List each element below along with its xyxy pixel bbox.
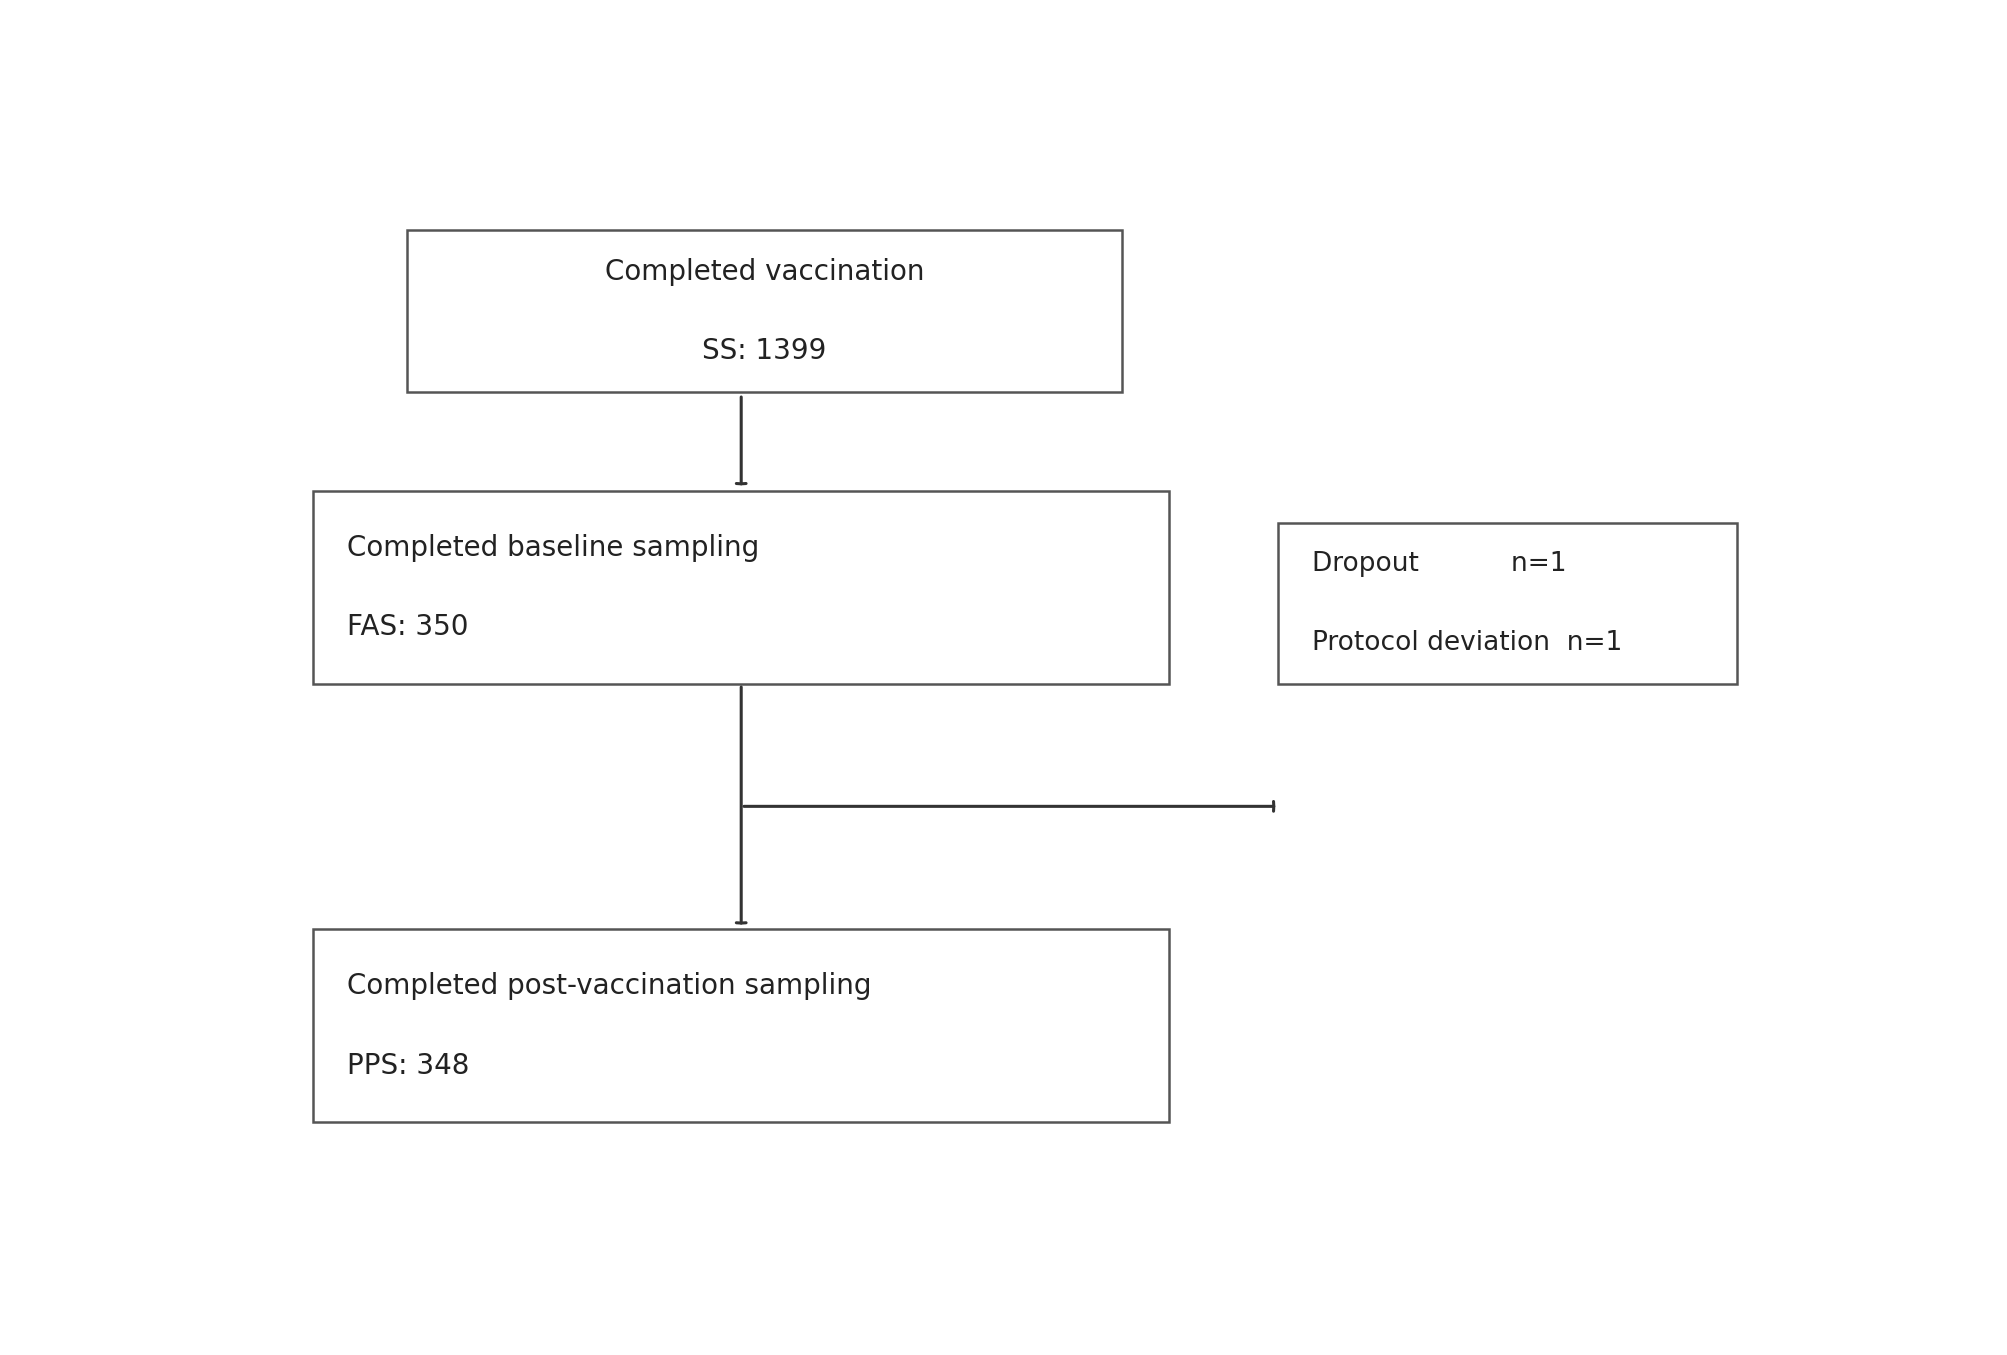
Text: Completed vaccination: Completed vaccination	[604, 257, 923, 286]
Text: Completed post-vaccination sampling: Completed post-vaccination sampling	[347, 973, 871, 1000]
Bar	[313, 930, 1168, 1122]
Text: PPS: 348: PPS: 348	[347, 1051, 470, 1080]
Bar	[313, 492, 1168, 684]
Text: Dropout           n=1: Dropout n=1	[1313, 550, 1565, 577]
Text: SS: 1399: SS: 1399	[702, 337, 827, 364]
Text: FAS: 350: FAS: 350	[347, 614, 470, 641]
Text: Completed baseline sampling: Completed baseline sampling	[347, 534, 759, 562]
Text: Protocol deviation  n=1: Protocol deviation n=1	[1313, 630, 1622, 656]
Bar	[1278, 523, 1736, 684]
Bar	[407, 230, 1122, 392]
